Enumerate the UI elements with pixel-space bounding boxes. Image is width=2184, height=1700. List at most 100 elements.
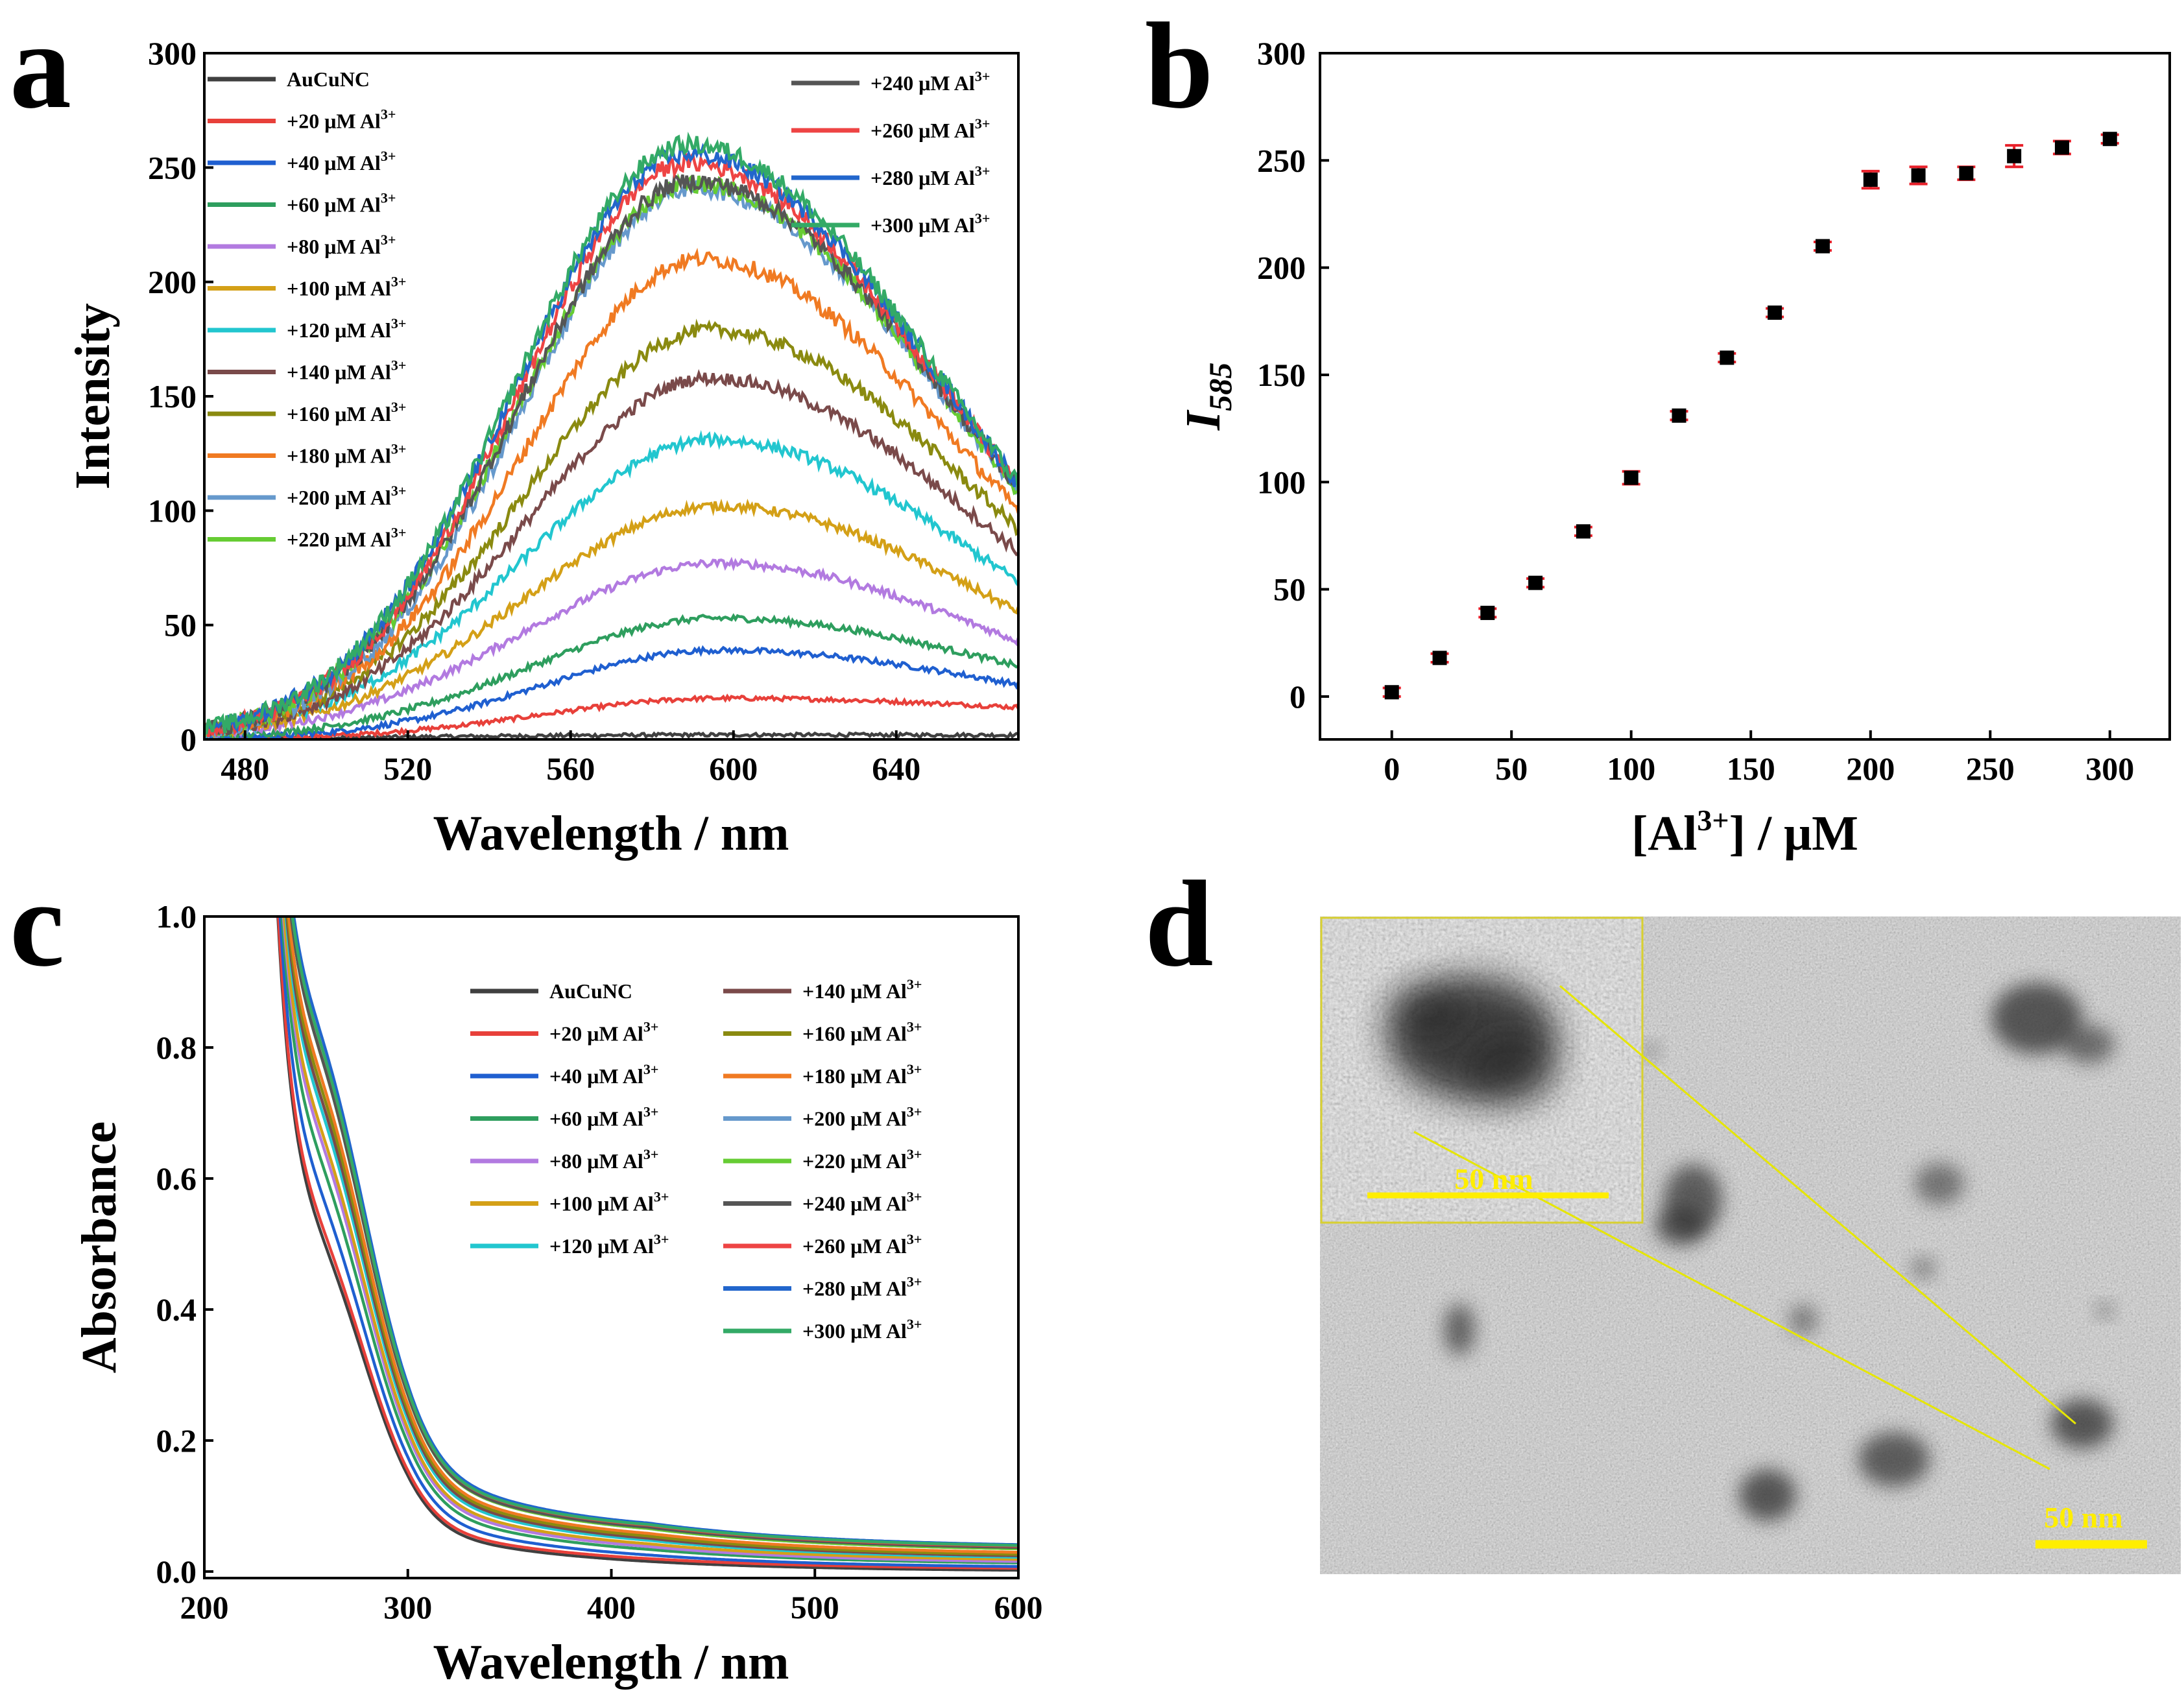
panel-b-point-0 [1382,685,1401,700]
panel-c-ticks: 200 300 400 500 600 0.0 0.2 0.4 0.6 0.8 1.0 [156,898,1043,1625]
panel-c-x-tick-label: 300 [383,1589,432,1625]
panel-b-x-tick-label: 250 [1966,750,2015,787]
panel-a-legend-label-13: +260 μM Al3+ [870,115,990,142]
panel-c-x-tick-label: 200 [180,1589,229,1625]
panel-letter-c: c [10,856,64,992]
panel-b-y-tick-label: 200 [1257,250,1306,286]
panel-b-intensity-vs-concentration: 0 50 100 150 200 250 300 0 50 100 150 200 250 300 [Al… [1176,35,2171,861]
panel-c-y-tick-label: 0.8 [156,1029,197,1066]
panel-b-x-tick-label: 100 [1607,750,1655,787]
panel-c-legend-label-9: +180 μM Al3+ [802,1061,922,1088]
panel-b-x-tick-label: 150 [1727,750,1775,787]
panel-c-legend-label-7: +140 μM Al3+ [802,976,922,1003]
panel-a-emission-spectra: 480 520 560 600 640 0 50 100 150 200 250 300 AuCuNC… [66,35,1020,861]
panel-c-legend-label-0: AuCuNC [549,979,632,1003]
panel-b-x-axis-title-main: [Al [1631,806,1697,861]
panel-a-y-tick-label: 150 [148,378,197,414]
panel-b-ticks: 0 50 100 150 200 250 300 0 50 100 150 200 250 300 [1257,35,2134,787]
panel-c-legend-label-14: +280 μM Al3+ [802,1274,922,1300]
panel-b-x-tick-label: 300 [2085,750,2134,787]
panel-b-point-12 [1957,165,1976,182]
panel-a-legend-label-10: +200 μM Al3+ [287,483,406,509]
panel-a-series-line-15 [204,131,1018,735]
panel-c-legend: AuCuNC +20 μM Al3+ +40 μM Al3+ +60 μM Al3+ +… [470,976,922,1343]
panel-c-legend-label-15: +300 μM Al3+ [802,1316,922,1343]
panel-c-legend-label-4: +80 μM Al3+ [549,1146,658,1173]
zoom-guide-line-2 [1413,1131,2050,1470]
panel-letter-d: d [1145,856,1214,992]
tem-micrograph: 50 nm 50 nm [1320,916,2181,1574]
panel-a-series-line-1 [204,693,1018,739]
panel-c-legend-label-12: +240 μM Al3+ [802,1189,922,1215]
panel-a-x-axis-title: Wavelength / nm [433,806,789,861]
panel-c-legend-label-13: +260 μM Al3+ [802,1231,922,1258]
panel-b-point-7 [1718,350,1736,365]
panel-a-y-tick-label: 100 [148,492,197,529]
panel-b-point-15 [2100,132,2119,147]
panel-a-series [204,131,1018,739]
panel-c-x-axis-title: Wavelength / nm [433,1635,789,1690]
panel-a-y-axis-title: Intensity [66,303,120,489]
panel-a-series-line-5 [204,498,1018,739]
panel-c-y-tick-label: 1.0 [156,898,197,935]
panel-a-legend-label-6: +120 μM Al3+ [287,315,406,342]
panel-a-legend-label-0: AuCuNC [287,67,370,91]
tem-inset [1320,916,1644,1224]
panel-b-y-tick-label: 150 [1257,357,1306,393]
panel-c-series-line-2 [278,916,1018,1568]
panel-c-legend-label-5: +100 μM Al3+ [549,1189,669,1215]
panel-a-legend-label-4: +80 μM Al3+ [287,232,396,258]
panel-c-series-line-15 [291,916,1018,1547]
panel-c-legend-label-1: +20 μM Al3+ [549,1019,658,1046]
panel-b-y-axis-title-sub: 585 [1202,363,1238,411]
panel-b-x-axis-title-end: ] / μM [1729,806,1858,861]
panel-c-series-line-12 [289,916,1018,1550]
panel-a-legend-label-9: +180 μM Al3+ [287,441,406,468]
panel-c-series-line-5 [282,916,1018,1561]
panel-a-legend-label-15: +300 μM Al3+ [870,210,990,237]
panel-b-x-axis-title: [Al3+] / μM [1631,804,1858,861]
panel-a-legend-label-3: +60 μM Al3+ [287,190,396,217]
panel-a-ticks: 480 520 560 600 640 0 50 100 150 200 250 300 [148,35,920,787]
panel-b-point-13 [2005,144,2024,169]
scale-bar-label: 50 nm [2044,1501,2122,1534]
panel-a-series-line-3 [204,613,1018,739]
panel-c-y-tick-label: 0.0 [156,1553,197,1590]
panel-a-x-tick-label: 480 [221,750,269,787]
panel-c-series-line-7 [285,916,1018,1557]
panel-c-y-tick-label: 0.4 [156,1291,197,1328]
tem-particles [1444,983,2115,1521]
panel-letter-a: a [10,0,71,134]
panel-c-series-line-9 [287,916,1018,1554]
panel-c-series-line-1 [276,916,1018,1570]
panel-b-point-5 [1622,470,1640,486]
panel-a-y-tick-label: 0 [180,721,197,758]
panel-c-legend-label-10: +200 μM Al3+ [802,1104,922,1131]
panel-a-legend-label-14: +280 μM Al3+ [870,163,990,189]
panel-a-legend-label-2: +40 μM Al3+ [287,148,396,174]
panel-c-legend-label-6: +120 μM Al3+ [549,1231,669,1258]
panel-b-point-4 [1574,524,1592,539]
panel-a-series-line-4 [204,557,1018,739]
panel-a-legend-label-7: +140 μM Al3+ [287,357,406,384]
panel-a-legend-label-11: +220 μM Al3+ [287,525,406,551]
panel-b-point-14 [2052,139,2071,156]
panel-letter-b: b [1145,0,1214,134]
panel-c-legend-label-2: +40 μM Al3+ [549,1061,658,1088]
panel-a-legend: AuCuNC +20 μM Al3+ +40 μM Al3+ +60 μM Al3+ +… [208,67,990,551]
panel-a-y-tick-label: 50 [164,607,197,643]
panel-c-y-axis-title: Absorbance [72,1121,126,1373]
panel-b-frame [1319,52,2171,741]
panel-b-y-tick-label: 100 [1257,464,1306,500]
panel-b-data-points [1382,132,2119,700]
panel-c-legend-label-8: +160 μM Al3+ [802,1019,922,1046]
panel-c-series-line-0 [276,916,1018,1572]
panel-c-series [276,916,1018,1572]
panel-a-x-tick-label: 520 [383,750,432,787]
panel-b-point-6 [1670,408,1688,423]
panel-a-y-tick-label: 300 [148,35,197,71]
zoom-guide-line-1 [1559,985,2076,1425]
panel-c-x-tick-label: 400 [587,1589,636,1625]
panel-c-series-line-6 [284,916,1018,1559]
panel-b-y-tick-label: 250 [1257,142,1306,178]
